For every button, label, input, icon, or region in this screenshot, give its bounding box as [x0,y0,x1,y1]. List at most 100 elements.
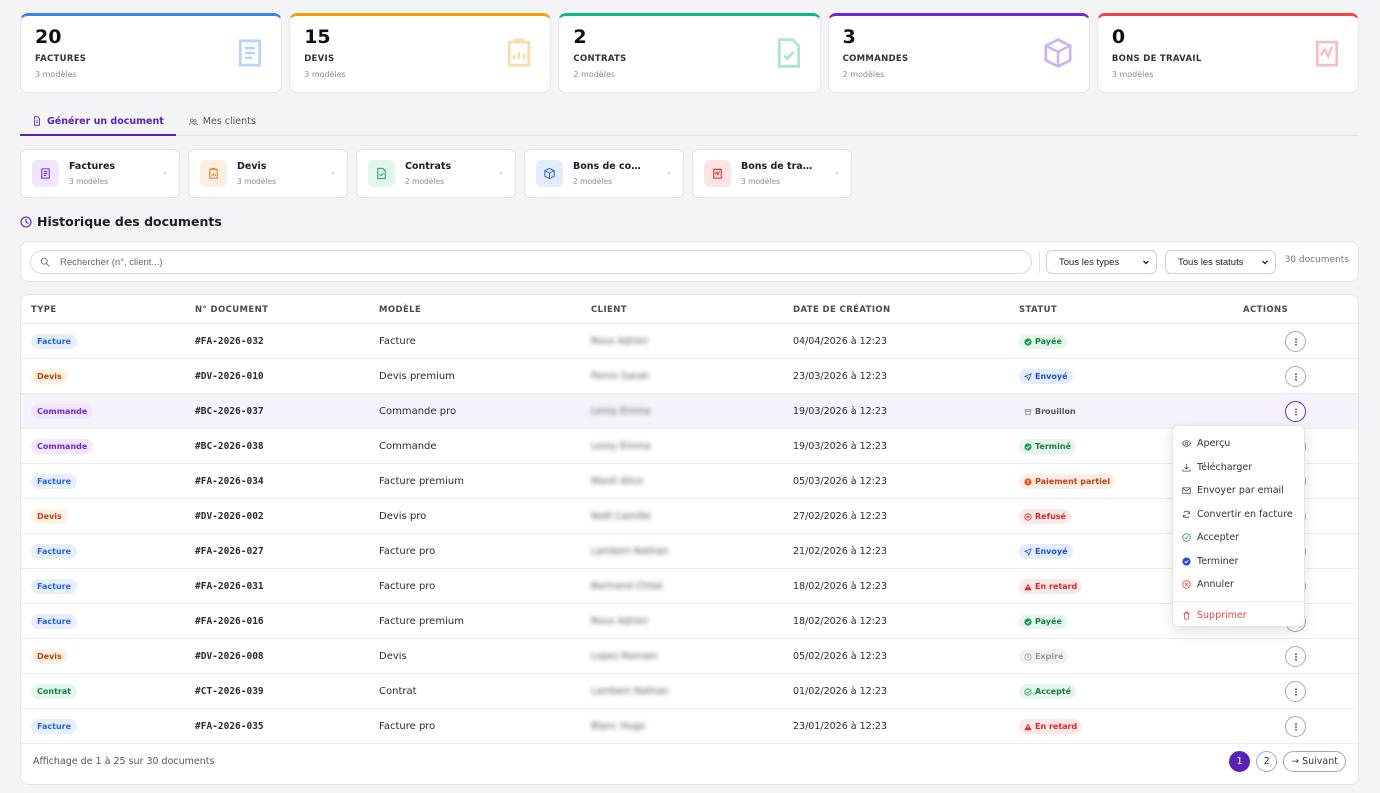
table-row[interactable]: Facture #FA-2026-027 Facture pro Lambert… [21,534,1358,569]
status-filter-select[interactable]: Tous les statuts [1165,250,1276,274]
clock-icon [20,215,32,228]
box-icon [1044,38,1072,68]
menu-item-annuler[interactable]: Annuler [1173,573,1304,597]
menu-item-accepter[interactable]: Accepter [1173,526,1304,550]
cell-status: En retard [1019,569,1083,604]
row-actions-button[interactable] [1285,401,1306,422]
page-button-2[interactable]: 2 [1256,751,1278,772]
table-row[interactable]: Facture #FA-2026-035 Facture pro Blanc H… [21,709,1358,744]
table-row[interactable]: Facture #FA-2026-031 Facture pro Bertran… [21,569,1358,604]
tab-generate-document[interactable]: Générer un document [20,108,176,136]
type-filter-select[interactable]: Tous les types [1046,250,1157,274]
generator-card-bons-de-com[interactable]: Bons de com... 2 modèles › [524,149,684,198]
generator-text: Devis 3 modèles [237,161,312,186]
archive-icon [1024,408,1032,415]
cell-model: Facture pro [379,721,436,732]
cell-client: Blanc Hugo [591,709,645,744]
status-label: En retard [1035,722,1078,731]
cell-actions [1285,674,1306,709]
contract-icon [777,38,800,68]
table-row[interactable]: Commande #BC-2026-038 Commande Leroy Emm… [21,429,1358,464]
work-order-icon [713,168,722,179]
menu-item-label: Envoyer par email [1197,485,1284,497]
table-row[interactable]: Devis #DV-2026-008 Devis Lopez Romain 05… [21,639,1358,674]
generator-icon-box [32,160,59,187]
menu-item-delete[interactable]: Supprimer [1173,604,1304,628]
cell-type: Facture [31,464,78,499]
status-badge: En retard [1019,579,1083,594]
documents-table: TYPE N° DOCUMENT MODÈLE CLIENT DATE DE C… [20,294,1359,785]
stat-label: FACTURES [35,54,87,64]
table-row[interactable]: Commande #BC-2026-037 Commande pro Leroy… [21,394,1358,429]
menu-item-terminer[interactable]: Terminer [1173,550,1304,574]
table-row[interactable]: Facture #FA-2026-032 Facture Roux Adrien… [21,324,1358,359]
status-label: Accepté [1035,687,1072,696]
client-name: Leroy Emma [591,406,651,417]
table-row[interactable]: Facture #FA-2026-016 Facture premium Rou… [21,604,1358,639]
generator-card-contrats[interactable]: Contrats 2 modèles › [356,149,516,198]
generator-subtitle: 3 modèles [69,177,109,186]
cell-model: Devis pro [379,511,427,522]
status-badge: Paiement partiel [1019,474,1116,489]
header-document-number: N° DOCUMENT [195,304,269,315]
search-box [30,250,1032,274]
tab-my-clients[interactable]: Mes clients [176,108,268,135]
row-actions-button[interactable] [1285,646,1306,667]
cell-actions [1285,324,1306,359]
table-row[interactable]: Devis #DV-2026-002 Devis pro Noël Camill… [21,499,1358,534]
status-badge: En retard [1019,719,1083,734]
row-actions-button[interactable] [1285,366,1306,387]
document-count: 30 documents [1284,255,1349,265]
work-order-icon [1315,40,1339,67]
chevron-right-icon: › [331,168,335,179]
generator-title: Contrats [405,161,452,172]
status-label: Brouillon [1035,407,1076,416]
status-badge: Envoyé [1019,369,1073,384]
mail-icon [1182,487,1191,494]
cell-type: Contrat [31,674,78,709]
cell-actions [1285,639,1306,674]
table-row[interactable]: Devis #DV-2026-010 Devis premium Perrin … [21,359,1358,394]
cell-type: Facture [31,709,78,744]
cell-creation-date: 18/02/2026 à 12:23 [793,616,887,627]
type-badge: Devis [31,369,68,384]
generator-card-devis[interactable]: Devis 3 modèles › [188,149,348,198]
stat-card-factures: 20 FACTURES 3 modèles [20,13,283,93]
cell-client: Lambert Nathan [591,534,668,569]
row-actions-button[interactable] [1285,716,1306,737]
generator-card-bons-de-travail[interactable]: Bons de travail 3 modèles › [692,149,852,198]
status-label: Envoyé [1035,547,1068,556]
page-button-1[interactable]: 1 [1229,751,1251,772]
table-row[interactable]: Contrat #CT-2026-039 Contrat Lambert Nat… [21,674,1358,709]
client-name: Roux Adrien [591,336,649,347]
menu-item-envoyer-par-email[interactable]: Envoyer par email [1173,479,1304,503]
cell-document-number: #DV-2026-010 [195,371,264,382]
header-creation-date: DATE DE CRÉATION [793,304,891,315]
cell-type: Devis [31,639,68,674]
cell-status: Envoyé [1019,359,1073,394]
menu-item-telecharger[interactable]: Télécharger [1173,456,1304,480]
menu-item-convertir-en-facture[interactable]: Convertir en facture [1173,503,1304,527]
search-input[interactable] [60,256,960,268]
cell-model: Facture premium [379,616,464,627]
table-row[interactable]: Facture #FA-2026-034 Facture premium Mor… [21,464,1358,499]
stat-number: 2 [573,26,587,48]
header-client: CLIENT [591,304,627,315]
row-actions-button[interactable] [1285,331,1306,352]
stat-label: DEVIS [304,54,335,64]
generator-text: Bons de com... 2 modèles [573,161,648,186]
cell-type: Devis [31,359,68,394]
menu-item-label: Télécharger [1197,461,1253,473]
cell-status: En retard [1019,709,1083,744]
x-circle-icon [1024,512,1032,521]
next-page-button[interactable]: → Suivant [1283,751,1346,772]
menu-item-apercu[interactable]: Aperçu [1173,432,1304,456]
row-actions-button[interactable] [1285,681,1306,702]
status-label: Envoyé [1035,372,1068,381]
status-filter-value: Tous les statuts [1178,256,1244,268]
cell-actions [1285,394,1306,429]
generator-card-factures[interactable]: Factures 3 modèles › [20,149,180,198]
alert-circle-icon [1024,477,1032,486]
cell-status: Terminé [1019,429,1076,464]
cell-type: Devis [31,499,68,534]
